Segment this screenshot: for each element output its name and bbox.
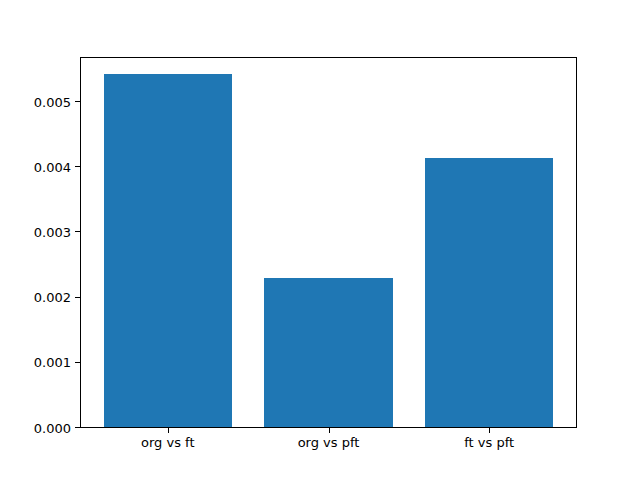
y-tick-label: 0.001 (34, 356, 71, 369)
x-tick-label: org vs pft (298, 436, 360, 449)
y-tick-label: 0.002 (34, 291, 71, 304)
x-tick-label: org vs ft (141, 436, 195, 449)
plot-area (80, 57, 577, 428)
x-tick-label: ft vs pft (464, 436, 514, 449)
bar-org-vs-ft (104, 74, 233, 427)
y-tick-label: 0.003 (34, 225, 71, 238)
y-tick-mark (75, 427, 80, 428)
figure: org vs ft org vs pft ft vs pft 0.000 0.001 0.… (0, 0, 640, 480)
y-tick-label: 0.004 (34, 160, 71, 173)
bar-org-vs-pft (264, 278, 393, 427)
y-tick-label: 0.000 (34, 421, 71, 434)
y-tick-mark (75, 362, 80, 363)
x-tick-mark (489, 428, 490, 433)
y-tick-mark (75, 231, 80, 232)
y-tick-label: 0.005 (34, 95, 71, 108)
y-tick-mark (75, 166, 80, 167)
bar-ft-vs-pft (425, 158, 554, 427)
y-tick-mark (75, 101, 80, 102)
y-tick-mark (75, 297, 80, 298)
x-tick-mark (329, 428, 330, 433)
x-tick-mark (168, 428, 169, 433)
